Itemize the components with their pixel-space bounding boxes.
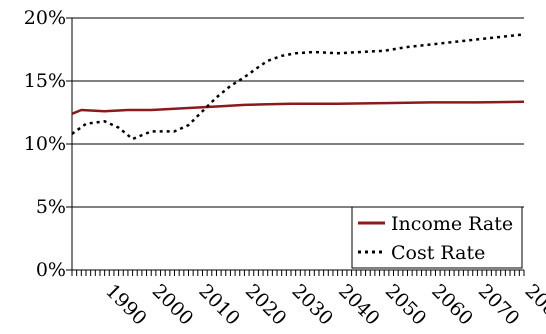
y-tick-label-15: 15%	[24, 70, 66, 92]
legend-label-income-rate: Income Rate	[391, 213, 513, 235]
x-tick-label-2080: 2080	[520, 280, 546, 330]
y-tick-label-10: 10%	[24, 133, 66, 155]
axes	[66, 17, 525, 276]
legend: Income Rate Cost Rate	[351, 206, 523, 269]
x-tick-label-2070: 2070	[474, 280, 524, 330]
x-tick-label-2050: 2050	[381, 280, 431, 330]
x-tick-label-2020: 2020	[241, 280, 291, 330]
y-tick-label-5: 5%	[36, 196, 66, 218]
x-tick-label-2060: 2060	[427, 280, 477, 330]
series-line-cost-rate	[71, 33, 525, 141]
legend-label-cost-rate: Cost Rate	[391, 242, 485, 264]
x-tick-label-2040: 2040	[334, 280, 384, 330]
x-tick-label-1990: 1990	[101, 280, 151, 330]
y-tick-labels: 0% 5% 10% 15% 20%	[24, 7, 66, 281]
x-tick-label-2000: 2000	[148, 280, 198, 330]
y-tick-label-0: 0%	[36, 259, 66, 281]
series-lines	[71, 33, 525, 141]
legend-box	[351, 206, 523, 269]
x-tick-label-2030: 2030	[287, 280, 337, 330]
y-tick-label-20: 20%	[24, 7, 66, 29]
x-tick-label-2010: 2010	[194, 280, 244, 330]
series-line-income-rate	[71, 100, 525, 115]
